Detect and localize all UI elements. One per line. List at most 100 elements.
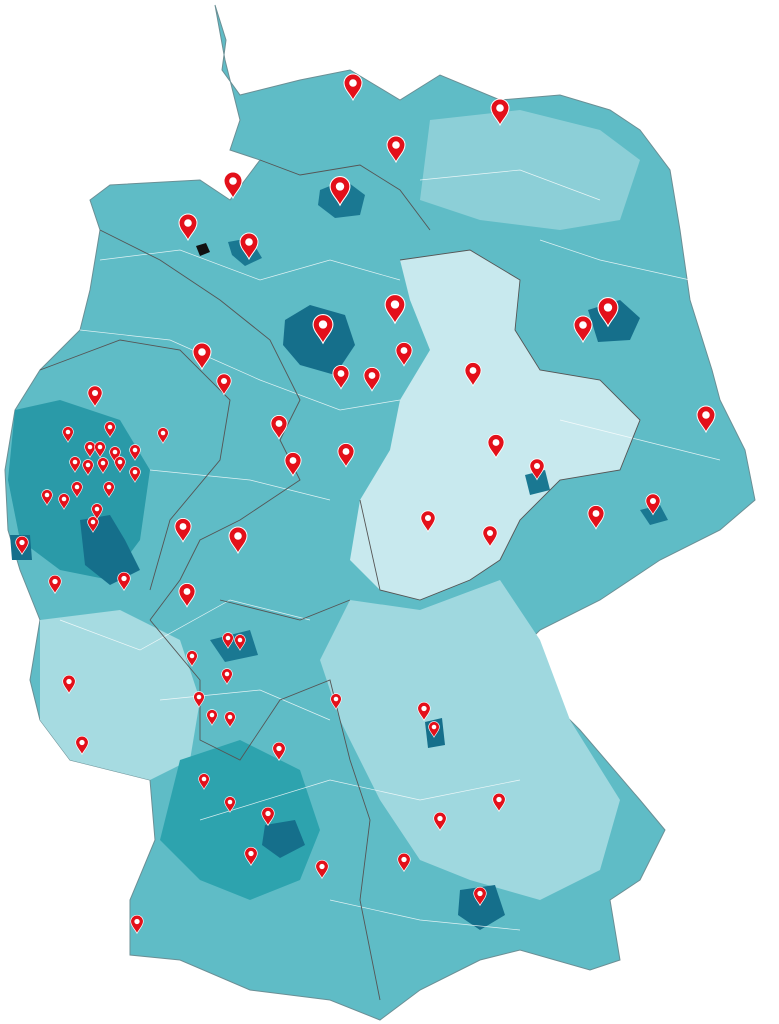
location-pin — [114, 456, 126, 473]
pin-body — [174, 518, 192, 543]
pin-body — [221, 668, 233, 685]
pin-body — [529, 458, 545, 481]
pin-dot — [400, 347, 408, 354]
region-light-south — [320, 580, 620, 900]
pin-body — [332, 365, 350, 390]
pin-body — [417, 701, 431, 722]
pin-body — [312, 314, 334, 345]
location-pin — [84, 441, 96, 458]
location-pin — [487, 434, 505, 459]
pin-body — [71, 481, 83, 498]
pin-dot — [275, 420, 283, 427]
pin-dot — [333, 696, 339, 702]
pin-dot — [421, 705, 427, 712]
location-pin — [428, 721, 440, 738]
pin-dot — [579, 321, 587, 329]
pin-body — [487, 434, 505, 459]
pin-dot — [220, 377, 228, 385]
pin-body — [192, 342, 212, 371]
location-pin — [87, 516, 99, 533]
location-pin — [174, 518, 192, 543]
pin-body — [395, 342, 413, 367]
pin-body — [482, 525, 498, 548]
location-pin — [206, 709, 218, 726]
pin-dot — [79, 739, 85, 746]
pin-dot — [94, 506, 100, 512]
district-border — [59, 169, 721, 931]
region-city-leipzig — [525, 470, 550, 495]
pin-dot — [65, 429, 71, 435]
pin-dot — [224, 671, 230, 677]
pin-body — [228, 526, 248, 555]
pin-dot — [368, 372, 376, 379]
location-pin — [186, 650, 198, 667]
location-pin — [645, 493, 661, 516]
location-pin — [315, 859, 329, 880]
location-pin — [82, 459, 94, 476]
location-pin — [129, 466, 141, 483]
pin-body — [573, 315, 593, 344]
regions — [4, 4, 756, 1021]
pin-dot — [85, 462, 91, 468]
location-pin — [97, 457, 109, 474]
pin-dot — [245, 238, 253, 246]
pin-body — [114, 456, 126, 473]
location-pin — [272, 741, 286, 762]
pin-body — [15, 535, 29, 556]
pin-body — [198, 773, 210, 790]
pin-body — [384, 294, 406, 325]
pin-dot — [337, 370, 345, 377]
location-pin — [117, 571, 131, 592]
pin-dot — [184, 219, 192, 227]
location-pin — [433, 811, 447, 832]
location-pin — [224, 711, 236, 728]
pin-body — [97, 457, 109, 474]
location-pin — [573, 315, 593, 344]
location-pin — [104, 421, 116, 438]
location-pin — [192, 342, 212, 371]
pin-body — [272, 741, 286, 762]
location-pin — [69, 456, 81, 473]
pin-body — [87, 385, 103, 408]
pin-dot — [237, 637, 243, 643]
pin-body — [103, 481, 115, 498]
pin-dot — [477, 890, 483, 897]
pin-dot — [424, 514, 432, 522]
location-pin — [41, 489, 53, 506]
region-city-stuttgart — [262, 820, 305, 858]
pin-body — [87, 516, 99, 533]
location-pin — [130, 914, 144, 935]
pin-body — [82, 459, 94, 476]
location-pin — [529, 458, 545, 481]
pin-dot — [492, 439, 500, 446]
location-pin — [75, 735, 89, 756]
pin-body — [62, 426, 74, 443]
pin-dot — [72, 459, 78, 465]
pin-dot — [134, 918, 140, 925]
location-pin — [330, 693, 342, 710]
pin-body — [117, 571, 131, 592]
pin-dot — [469, 367, 477, 374]
pin-dot — [227, 799, 233, 805]
location-pin — [216, 373, 232, 396]
location-pin — [270, 415, 288, 440]
region-city-hannover — [283, 305, 355, 375]
pin-body — [433, 811, 447, 832]
pin-dot — [592, 510, 600, 517]
pin-dot — [533, 462, 541, 470]
state-border — [39, 159, 641, 1001]
pin-body — [178, 583, 196, 608]
pin-dot — [248, 850, 254, 857]
location-pin — [597, 297, 619, 328]
region-city-munich — [458, 885, 505, 930]
pin-dot — [201, 776, 207, 782]
pin-body — [94, 441, 106, 458]
location-pin — [395, 342, 413, 367]
location-pin — [94, 441, 106, 458]
pin-body — [69, 456, 81, 473]
pin-body — [84, 441, 96, 458]
pin-body — [587, 505, 605, 530]
pin-dot — [496, 104, 504, 112]
pin-dot — [319, 863, 325, 870]
